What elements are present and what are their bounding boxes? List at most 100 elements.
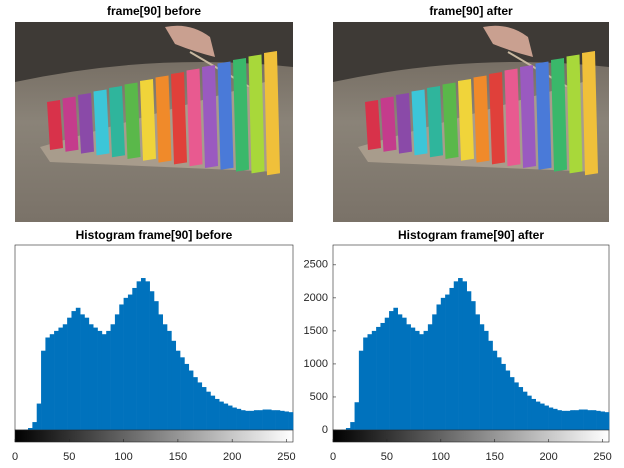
histogram-bar [49,334,55,430]
histogram-bar [522,391,528,430]
histogram-bar [214,398,220,430]
photo-key [551,58,567,172]
photo-key [458,79,474,161]
histogram-bar [232,407,237,430]
x-tick-label: 100 [432,451,450,463]
histogram-bar [604,412,610,430]
histogram-bar [154,301,159,430]
photo-key [582,51,598,176]
histogram-bar [188,370,194,430]
histogram-bar [578,409,584,430]
photo-hand [483,25,533,57]
photo-hand [165,25,215,57]
histogram-bar [240,410,246,430]
x-tick-label: 250 [277,451,295,463]
x-tick-label: 150 [486,451,504,463]
histogram-bar [570,410,575,430]
photo-key [535,61,552,170]
panel-title: frame[90] before [107,4,201,18]
histogram-bar [97,330,103,430]
histogram-bar [453,281,459,430]
y-tick-label: 0 [322,424,328,436]
panel-title: Histogram frame[90] before [76,228,233,242]
histogram-bar [219,401,224,430]
histogram-bar [262,409,268,430]
histogram-bar [253,410,259,430]
histogram-bar [384,317,390,430]
histogram-bar [423,330,429,430]
y-tick-label: 1500 [304,325,328,337]
histogram-bar [127,294,133,430]
histogram-bar [210,395,216,430]
histogram-bar [410,327,416,430]
photo-key [489,72,505,165]
histogram-bar [80,314,85,430]
histogram-bar [548,407,554,430]
histogram-bar [223,403,229,430]
histogram-bar [544,405,549,430]
histogram-bar [201,387,207,430]
x-tick-label: 0 [12,451,18,463]
histogram-bar [436,304,442,430]
x-tick-label: 250 [593,451,611,463]
histogram-bar [574,410,580,430]
photo-key [217,61,234,170]
histogram-bar [496,357,502,430]
histogram-bar [88,324,94,430]
photo-key [171,72,187,165]
histogram-bar [389,311,394,430]
panel-title: frame[90] after [429,4,513,18]
histogram-bar [475,314,480,430]
photo-key [140,79,156,161]
photo-key [186,68,203,167]
histogram-bar [492,350,498,430]
histogram-bar [587,410,593,430]
histogram-bar [140,278,146,430]
histogram-bar [175,350,181,430]
y-tick-label: 2000 [304,292,328,304]
histogram-bar [414,330,420,430]
x-tick-label: 50 [381,451,393,463]
photo-key [411,89,428,156]
histogram-bar [561,410,567,430]
histogram-bar [236,408,242,430]
histogram-bar [271,410,276,430]
histogram-bar [432,314,437,430]
photo [15,22,293,222]
photo-key [442,82,459,159]
photo-key [248,54,265,174]
photo-key [520,65,536,168]
histogram-bar [93,327,98,430]
histogram-bar [275,410,281,430]
histogram-bar [197,382,203,430]
histogram-bar [583,409,588,430]
photo [333,22,609,222]
histogram-bar [180,357,185,430]
photo-key [566,54,583,174]
histogram-bar [380,322,386,430]
histogram-bar [75,307,81,430]
colorbar [14,429,294,443]
x-tick-label: 200 [539,451,557,463]
histogram-bar [600,411,605,430]
histogram-bar [514,382,519,430]
photo-key [365,100,381,150]
x-tick-label: 100 [114,451,132,463]
histogram-bar [531,398,536,430]
histogram-bar [345,428,351,430]
histogram-bar [258,410,263,430]
histogram-bar [552,408,558,430]
y-tick-label: 500 [310,391,328,403]
histogram-bar [62,324,68,430]
histogram-bar [145,281,150,430]
histogram-bar [462,281,467,430]
histogram-bar [184,363,190,430]
photo-key [78,93,94,154]
histogram-bar [84,317,90,430]
histogram-bar [284,411,289,430]
photo-key [202,65,218,168]
histogram-bar [227,405,233,430]
histogram-bar [557,410,562,430]
histogram-bar [402,317,407,430]
